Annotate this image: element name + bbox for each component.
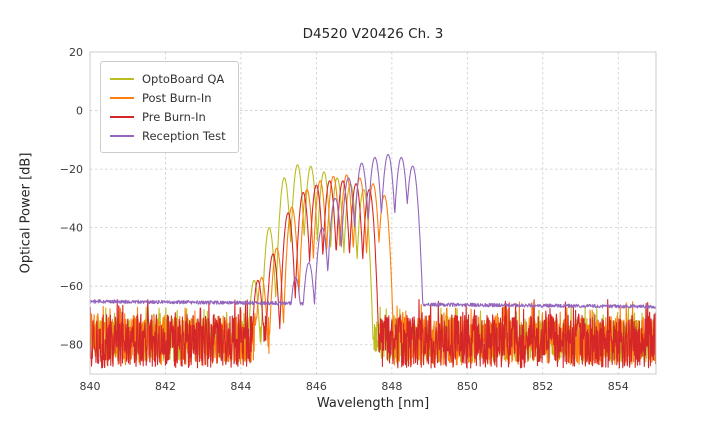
x-tick-label: 850: [457, 380, 478, 393]
legend-line-icon: [110, 96, 134, 99]
legend-label: Pre Burn-In: [142, 109, 206, 124]
series-lines: [89, 153, 657, 369]
series-line: [89, 153, 657, 309]
x-tick-label: 840: [80, 380, 101, 393]
y-tick-label: 0: [76, 105, 83, 118]
y-tick-label: −20: [60, 163, 83, 176]
legend-line-icon: [110, 134, 134, 137]
y-tick-label: −40: [60, 222, 83, 235]
x-tick-label: 844: [230, 380, 251, 393]
series-line: [89, 180, 657, 369]
y-tick-label: −80: [60, 339, 83, 352]
x-tick-label: 842: [155, 380, 176, 393]
x-tick-label: 846: [306, 380, 327, 393]
legend-label: Post Burn-In: [142, 90, 212, 105]
tick-labels: 840 842 844 846 848 850 852 854 20 0 −20 −40 −60 −80: [60, 46, 629, 393]
axes-frame: [89, 51, 657, 375]
chart-title: D4520 V20426 Ch. 3: [302, 26, 444, 42]
legend-line-icon: [110, 115, 134, 118]
x-tick-label: 848: [381, 380, 402, 393]
x-axis-label: Wavelength [nm]: [316, 396, 430, 411]
x-tick-label: 854: [608, 380, 629, 393]
legend-item: Post Burn-In: [110, 88, 226, 107]
legend-label: Reception Test: [142, 128, 226, 143]
legend-item: Reception Test: [110, 126, 226, 145]
legend-label: OptoBoard QA: [142, 71, 225, 86]
legend-line-icon: [110, 77, 134, 80]
y-tick-label: 20: [69, 46, 83, 59]
y-tick-label: −60: [60, 280, 83, 293]
legend: OptoBoard QA Post Burn-In Pre Burn-In Re…: [100, 61, 239, 153]
x-tick-label: 852: [532, 380, 553, 393]
legend-item: Pre Burn-In: [110, 107, 226, 126]
legend-item: OptoBoard QA: [110, 69, 226, 88]
